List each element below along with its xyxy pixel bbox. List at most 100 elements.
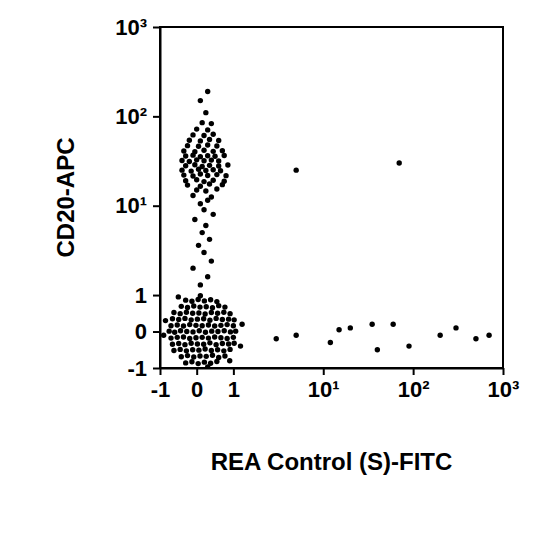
point [215, 347, 220, 352]
point [190, 311, 195, 316]
point [206, 335, 211, 340]
tick: 0 [191, 368, 203, 402]
point [205, 173, 210, 178]
tick-mark [233, 368, 235, 375]
point [193, 335, 198, 340]
point [179, 304, 184, 309]
x-axis-title: REA Control (S)-FITC [211, 448, 453, 475]
point [224, 336, 229, 341]
point [203, 188, 208, 193]
point [199, 335, 204, 340]
point [210, 353, 215, 358]
point [214, 186, 219, 191]
tick-mark [153, 27, 160, 29]
point [222, 353, 227, 358]
point [209, 194, 214, 199]
point [274, 336, 279, 341]
point [202, 311, 207, 316]
point [194, 126, 199, 131]
point [215, 311, 220, 316]
point [212, 154, 217, 159]
point [198, 201, 203, 206]
point [453, 325, 458, 330]
point [177, 311, 182, 316]
point [179, 158, 184, 163]
point [198, 138, 203, 143]
tick: 10³ [115, 15, 160, 40]
tick-label: 0 [191, 377, 203, 402]
point [197, 328, 202, 333]
tick: 1 [135, 283, 160, 308]
point [198, 282, 203, 287]
point [206, 322, 211, 327]
point [196, 243, 201, 248]
tick-mark [153, 295, 160, 297]
point [184, 329, 189, 334]
point [220, 148, 225, 153]
point [178, 328, 183, 333]
point [216, 138, 221, 143]
point [209, 258, 214, 263]
point [221, 153, 226, 158]
point [210, 132, 215, 137]
tick-label: -1 [127, 356, 147, 381]
point [163, 318, 168, 323]
point [183, 297, 188, 302]
point [168, 323, 173, 328]
point [171, 310, 176, 315]
point [177, 347, 182, 352]
point [227, 347, 232, 352]
point [201, 133, 206, 138]
point [201, 316, 206, 321]
point [216, 355, 221, 360]
point [204, 304, 209, 309]
point [207, 318, 212, 323]
point [176, 341, 181, 346]
point [172, 330, 177, 335]
tick: 0 [135, 319, 160, 344]
point [212, 334, 217, 339]
point [196, 144, 201, 149]
point [225, 162, 230, 167]
point [183, 360, 188, 365]
point [196, 310, 201, 315]
point [191, 354, 196, 359]
point [221, 310, 226, 315]
point [222, 304, 227, 309]
point [176, 294, 181, 299]
point [198, 184, 203, 189]
point [192, 162, 197, 167]
point [201, 250, 206, 255]
point [203, 223, 208, 228]
point [183, 163, 188, 168]
point [198, 154, 203, 159]
point [473, 336, 478, 341]
tick-mark [153, 205, 160, 207]
point [218, 323, 223, 328]
point [226, 316, 231, 321]
chart: -10110¹10²10³-10110¹10²10³REA Control (S… [0, 0, 540, 540]
point [192, 149, 197, 154]
point [239, 322, 244, 327]
point [220, 317, 225, 322]
point [209, 328, 214, 333]
point [183, 153, 188, 158]
point [183, 178, 188, 183]
point [175, 335, 180, 340]
point [203, 168, 208, 173]
point [184, 348, 189, 353]
tick-label: 0 [135, 319, 147, 344]
point [233, 328, 238, 333]
point [201, 342, 206, 347]
tick: 10² [115, 104, 160, 129]
point [187, 159, 192, 164]
point [221, 348, 226, 353]
point [201, 179, 206, 184]
point [293, 332, 298, 337]
point [375, 347, 380, 352]
point [185, 305, 190, 310]
point [182, 316, 187, 321]
point [221, 179, 226, 184]
point [437, 332, 442, 337]
point [218, 168, 223, 173]
